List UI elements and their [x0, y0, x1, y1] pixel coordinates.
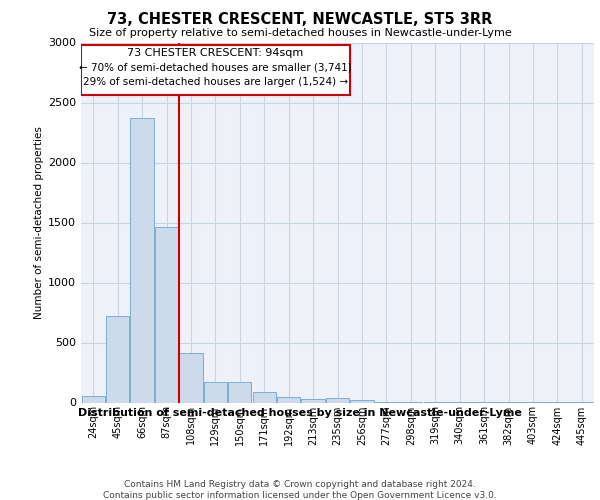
- Bar: [82, 396, 105, 402]
- Text: ← 70% of semi-detached houses are smaller (3,741): ← 70% of semi-detached houses are smalle…: [79, 63, 352, 73]
- Bar: [130, 118, 154, 403]
- Text: Size of property relative to semi-detached houses in Newcastle-under-Lyme: Size of property relative to semi-detach…: [89, 28, 511, 38]
- Text: Contains HM Land Registry data © Crown copyright and database right 2024.: Contains HM Land Registry data © Crown c…: [124, 480, 476, 489]
- Text: 73 CHESTER CRESCENT: 94sqm: 73 CHESTER CRESCENT: 94sqm: [127, 48, 304, 58]
- Text: 73, CHESTER CRESCENT, NEWCASTLE, ST5 3RR: 73, CHESTER CRESCENT, NEWCASTLE, ST5 3RR: [107, 12, 493, 28]
- Text: Contains public sector information licensed under the Open Government Licence v3: Contains public sector information licen…: [103, 491, 497, 500]
- Bar: [253, 392, 276, 402]
- Bar: [350, 400, 374, 402]
- Bar: [301, 399, 325, 402]
- Text: Distribution of semi-detached houses by size in Newcastle-under-Lyme: Distribution of semi-detached houses by …: [78, 408, 522, 418]
- Bar: [179, 354, 203, 403]
- Bar: [228, 382, 251, 402]
- FancyBboxPatch shape: [81, 45, 350, 96]
- Bar: [204, 382, 227, 402]
- Bar: [326, 398, 349, 402]
- Bar: [106, 316, 129, 402]
- Text: 29% of semi-detached houses are larger (1,524) →: 29% of semi-detached houses are larger (…: [83, 78, 348, 88]
- Bar: [277, 396, 300, 402]
- Bar: [155, 228, 178, 402]
- Y-axis label: Number of semi-detached properties: Number of semi-detached properties: [34, 126, 44, 319]
